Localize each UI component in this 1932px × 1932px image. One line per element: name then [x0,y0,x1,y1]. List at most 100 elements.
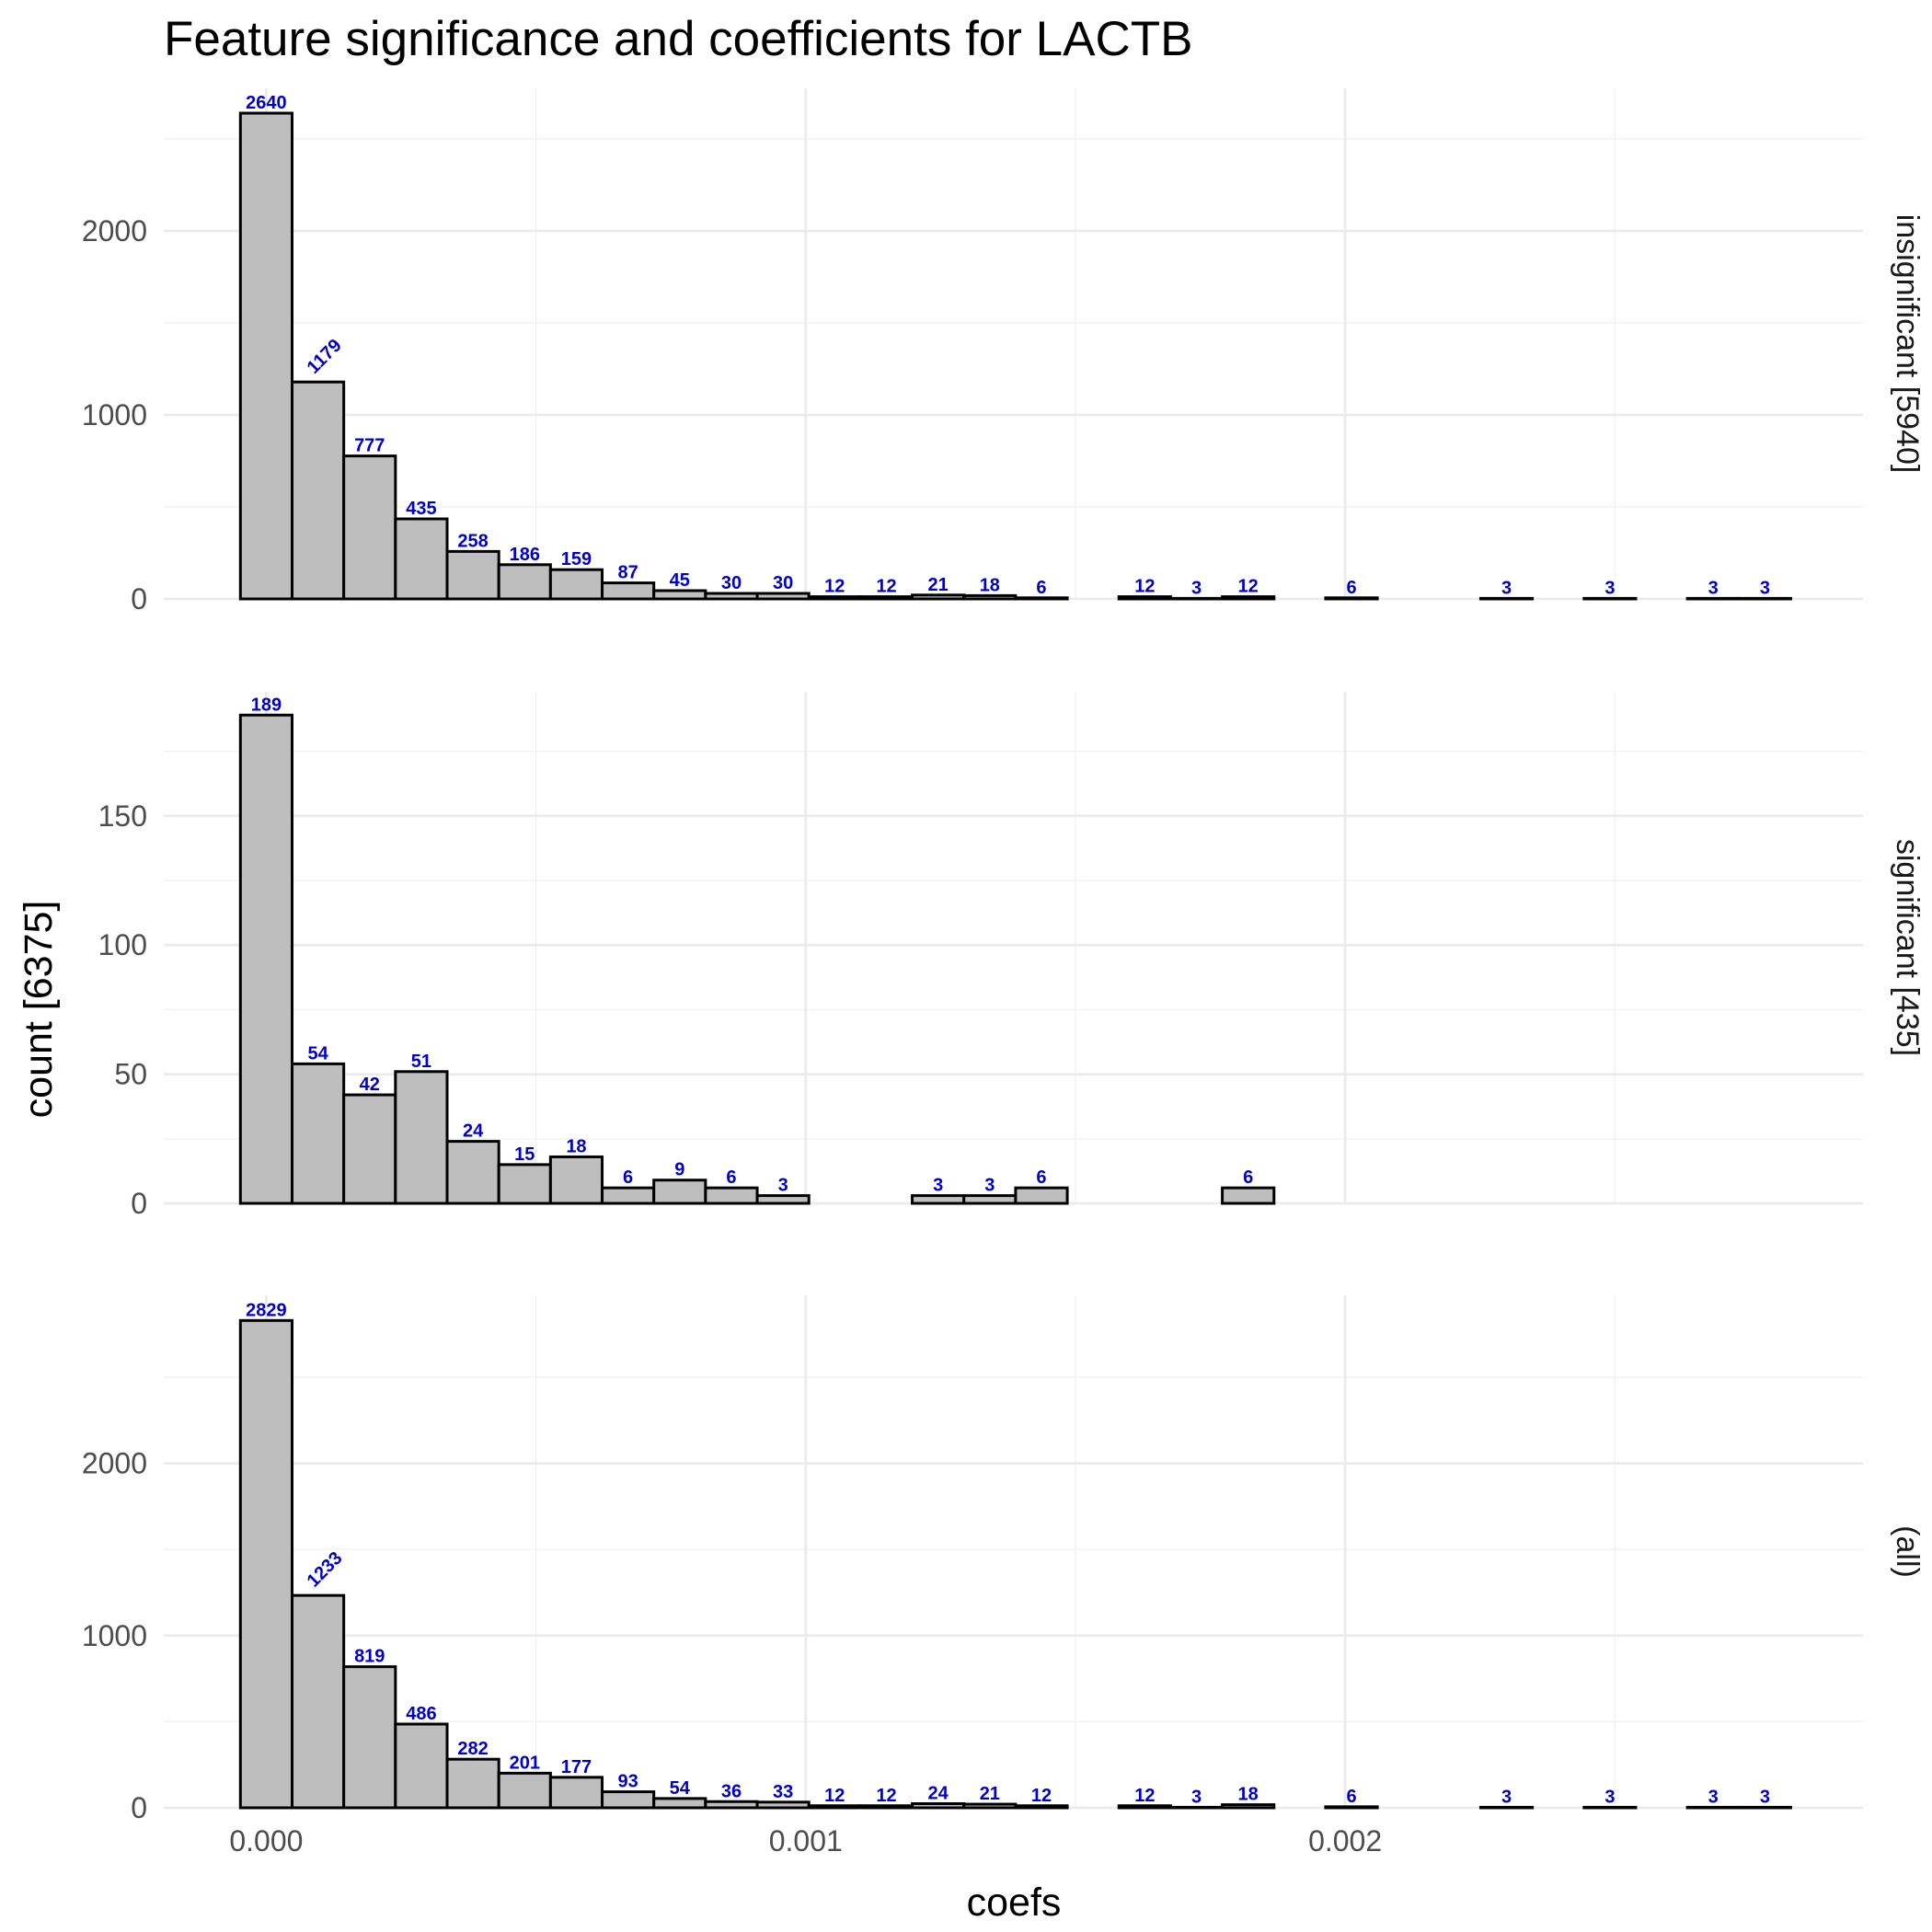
y-tick-label: 100 [98,928,147,961]
bar-value-label: 3 [1708,578,1719,598]
histogram-bar [1582,1805,1638,1810]
histogram-bar [445,549,500,601]
histogram-bar [238,1318,293,1810]
histogram-bar [962,593,1018,601]
histogram-bar [1737,596,1792,601]
histogram-bar [807,1804,862,1810]
bar-value-label: 2640 [246,93,287,113]
bar-value-label: 2829 [246,1300,287,1320]
histogram-bar [445,1757,500,1810]
histogram-bar [704,592,759,601]
bar-value-label: 36 [721,1781,742,1801]
y-tick-label: 50 [114,1058,147,1091]
bar-value-label: 93 [617,1772,638,1792]
histogram-bar [755,592,811,601]
histogram-bar [394,517,449,601]
bar-value-label: 3 [1760,1787,1770,1807]
bar-value-label: 12 [1134,1786,1155,1806]
bar-value-label: 54 [670,1778,691,1799]
histogram-bar [911,1802,966,1810]
bar-value-label: 12 [876,577,896,597]
histogram-bar [962,1194,1018,1205]
histogram-bar [652,1179,707,1205]
bar-value-label: 1233 [304,1548,347,1592]
histogram-bar [962,1802,1018,1810]
bar-value-label: 282 [457,1739,488,1759]
histogram-bar [548,568,604,601]
histogram-bar [1014,596,1069,601]
bar-value-label: 177 [561,1757,592,1777]
chart-title: Feature significance and coefficients fo… [164,12,1193,66]
histogram-bar [601,581,656,601]
histogram-bar [1221,595,1276,601]
bar-value-label: 3 [933,1176,943,1196]
facet-strip-label: insignificant [5940] [1890,214,1925,474]
histogram-bar [1117,595,1172,601]
bar-value-label: 159 [561,549,592,569]
bar-value-label: 30 [721,573,742,593]
histogram-bar [1478,1805,1535,1810]
histogram-bar [1014,1186,1069,1205]
histogram-bar [290,1593,346,1810]
bar-value-label: 24 [928,1784,949,1804]
bar-value-label: 51 [411,1052,431,1072]
bar-value-label: 6 [1346,1787,1356,1807]
bar-value-label: 3 [984,1176,995,1196]
bar-value-label: 1179 [304,335,346,377]
y-tick-label: 2000 [82,1447,147,1480]
bar-value-label: 12 [876,1786,896,1806]
histogram-bar [652,589,707,601]
histogram-bar [342,1093,397,1205]
bar-value-label: 435 [406,499,436,519]
histogram-bar [1324,1805,1379,1810]
histogram-bar [601,1186,656,1205]
bar-value-label: 3 [1760,578,1770,598]
histogram-bar [548,1776,604,1810]
histogram-bar [1221,1803,1276,1810]
histogram-bar [911,593,966,601]
bar-value-label: 33 [773,1782,793,1802]
x-tick-label: 0.002 [1308,1824,1382,1857]
histogram-bar [445,1140,500,1205]
histogram-bar [1478,596,1535,601]
bar-value-label: 189 [251,695,282,715]
bar-value-label: 3 [1708,1787,1719,1807]
x-axis: 0.000 0.001 0.002 [229,1824,1382,1857]
y-tick-label: 1000 [82,1619,147,1652]
bar-value-label: 21 [980,1784,1000,1804]
histogram-bar [755,1194,811,1205]
bar-value-label: 6 [1036,578,1046,598]
bar-value-label: 3 [1191,578,1202,598]
histogram-bar [601,1790,656,1810]
bar-value-label: 6 [1243,1167,1253,1188]
facet-strip-label: (all) [1890,1525,1925,1578]
histogram-bar [497,1163,552,1205]
histogram-bar [1685,596,1741,601]
bar-value-label: 21 [928,575,949,595]
bar-value-label: 87 [617,563,638,583]
y-tick-label: 0 [131,1187,147,1220]
histogram-bar [911,1194,966,1205]
bar-value-label: 6 [623,1167,633,1188]
histogram-bar [704,1800,759,1810]
bar-value-label: 6 [726,1167,736,1188]
bar-value-label: 486 [406,1704,436,1724]
x-tick-label: 0.000 [229,1824,303,1857]
histogram-bar [1582,596,1638,601]
histogram-bar [1685,1805,1741,1810]
y-tick-label: 0 [131,582,147,615]
bar-value-label: 9 [674,1160,684,1180]
histogram-bar [394,1722,449,1810]
y-tick-label: 150 [98,799,147,833]
bar-value-label: 30 [773,573,793,593]
bar-value-label: 258 [457,531,488,551]
histogram-bar [1221,1186,1276,1205]
bar-value-label: 45 [670,570,690,591]
histogram-bar [497,1771,552,1810]
histogram-bar [342,1665,397,1810]
histogram-bar [1737,1805,1792,1810]
